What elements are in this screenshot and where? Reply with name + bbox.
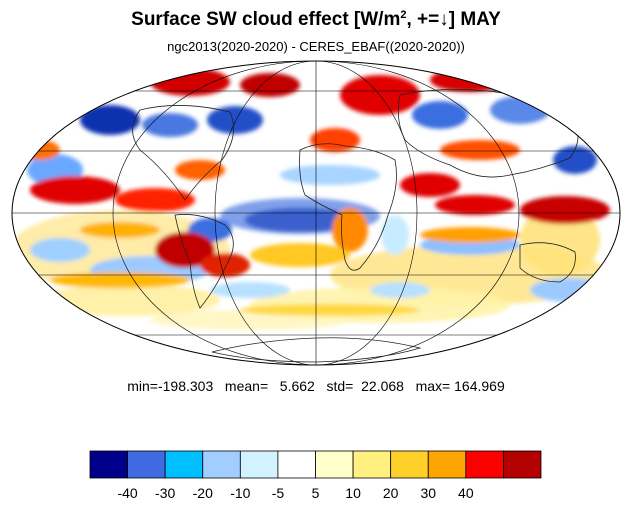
- colorbar-box: [315, 450, 354, 479]
- colorbar-box: [503, 450, 542, 479]
- colorbar-tick-label: -40: [117, 485, 137, 501]
- colorbar-tick-label: -20: [193, 485, 213, 501]
- colorbar-box: [465, 450, 504, 479]
- plot-subtitle: ngc2013(2020-2020) - CERES_EBAF((2020-20…: [167, 39, 465, 54]
- colorbar-box: [352, 450, 392, 479]
- colorbar-tick-label: -30: [155, 485, 175, 501]
- plot-title: Surface SW cloud effect [W/m2, +=↓] MAY: [0, 9, 632, 31]
- coastlines: [132, 88, 579, 363]
- plot-title-main: Surface SW cloud effect [W/m: [131, 9, 401, 30]
- colorbar-tick-label: 20: [383, 485, 399, 501]
- colorbar-tick-label: -5: [272, 485, 285, 501]
- colorbar-box: [127, 450, 166, 479]
- colorbar-box: [164, 450, 204, 479]
- colorbar-box: [277, 450, 316, 479]
- colorbar-box: [239, 450, 279, 479]
- colorbar-tick-label: 10: [345, 485, 361, 501]
- plot-title-superscript: 2: [400, 9, 407, 21]
- colorbar-box: [427, 450, 467, 479]
- colorbar-tick-label: -10: [230, 485, 250, 501]
- plot-title-suffix: , +=↓] MAY: [406, 9, 501, 30]
- map-field: [12, 61, 620, 365]
- colorbar-tick-label: 40: [458, 485, 474, 501]
- colorbar-tick-label: 30: [420, 485, 436, 501]
- map-panel: [11, 60, 621, 366]
- colorbar-tick-label: 5: [312, 485, 320, 501]
- colorbar-box: [89, 450, 128, 479]
- map-border: [11, 60, 621, 366]
- map-statistics: min=-198.303 mean= 5.662 std= 22.068 max…: [127, 378, 505, 394]
- colorbar-box: [390, 450, 429, 479]
- graticule: [12, 61, 620, 365]
- colorbar-box: [202, 450, 241, 479]
